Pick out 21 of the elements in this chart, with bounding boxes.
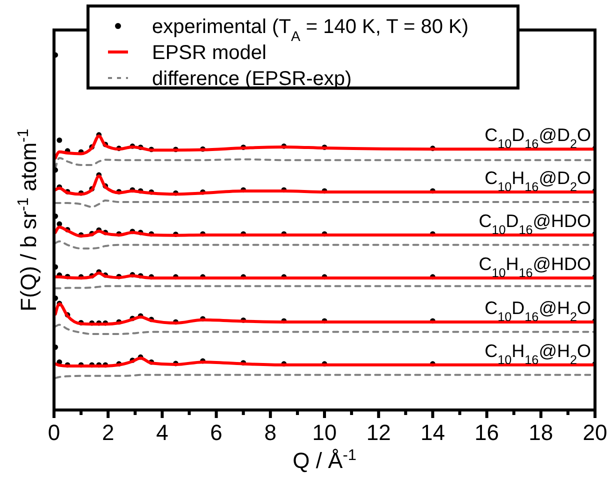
legend-label: experimental (T$_{A}$ = 140 K, T = 80 K) — [152, 16, 469, 44]
annotation: C$_{10}$H$_{16}$@HDO — [478, 254, 591, 280]
annotation: C$_{10}$H$_{16}$@D$_{2}$O — [484, 168, 591, 194]
x-tick-label: 2 — [102, 420, 114, 445]
x-tick-label: 6 — [210, 420, 222, 445]
annotation: C$_{10}$D$_{16}$@H$_{2}$O — [484, 298, 591, 324]
annotation: C$_{10}$D$_{16}$@D$_{2}$O — [484, 125, 591, 152]
x-axis-title: Q / Å$^{-1}$ — [292, 446, 356, 473]
x-tick-label: 0 — [48, 420, 60, 445]
x-tick-label: 4 — [156, 420, 168, 445]
annotation: C$_{10}$H$_{16}$@H$_{2}$O — [484, 340, 591, 367]
legend-label: EPSR model — [152, 42, 266, 64]
x-tick-label: 12 — [366, 420, 391, 445]
x-tick-label: 20 — [582, 420, 608, 445]
annotation: C$_{10}$D$_{16}$@HDO — [478, 210, 591, 237]
x-tick-label: 18 — [528, 420, 554, 445]
x-tick-label: 16 — [474, 420, 500, 445]
x-tick-label: 10 — [312, 420, 337, 445]
x-tick-label: 8 — [264, 420, 277, 445]
legend-label: difference (EPSR-exp) — [152, 68, 352, 90]
x-tick-label: 14 — [420, 420, 445, 445]
